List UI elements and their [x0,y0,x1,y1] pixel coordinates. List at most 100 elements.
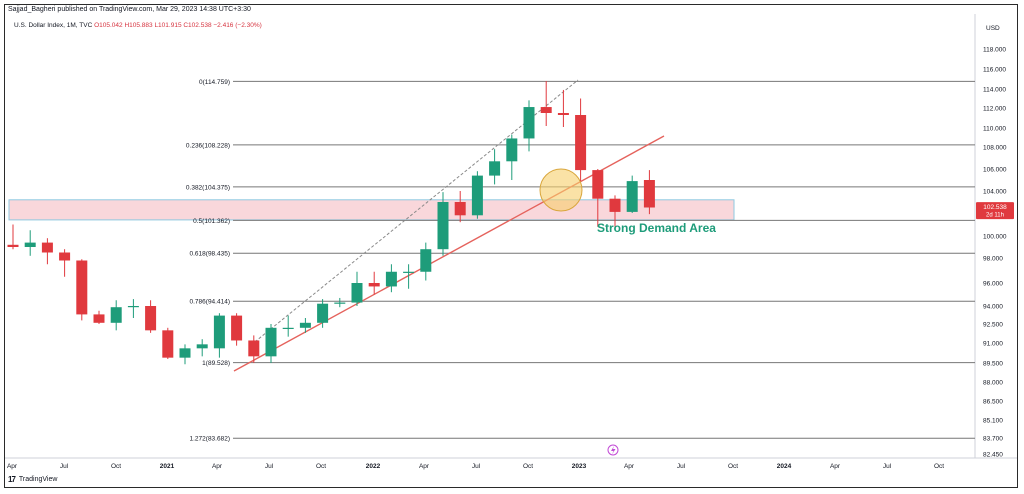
candle-body [93,314,105,323]
x-tick-label: Oct [523,463,533,470]
annotation-label: Strong Demand Area [597,221,716,235]
y-tick-label: 108.000 [983,145,1007,152]
candle-body [196,344,208,349]
candle-body [299,322,311,328]
y-tick-label: 86.500 [983,399,1003,406]
candle-body [385,271,397,287]
x-tick-label: Jul [472,463,481,470]
candle-body [437,202,449,250]
demand-zone [8,199,735,221]
candle-body [523,107,535,139]
symbol-name: U.S. Dollar Index, 1M, TVC [14,22,93,29]
y-tick-label: 112.000 [983,106,1006,113]
fib-level-label: 1.272(83.682) [190,436,230,443]
x-tick-label: Apr [212,463,223,470]
candle-body [575,115,587,171]
fib-level-label: 0.618(98.435) [190,251,230,258]
x-tick-label: Jul [60,463,69,470]
candle-body [471,175,483,216]
y-tick-label: 88.000 [983,380,1003,387]
candle-body [179,348,191,358]
x-tick-label: Oct [934,463,944,470]
fib-level-label: 0.382(104.375) [186,184,230,191]
candle-body [265,327,277,357]
ohlc-readout: O105.042 H105.883 L101.915 C102.538 −2.4… [94,22,262,29]
candle-body [489,161,501,176]
y-tick-label: 92.500 [983,322,1003,329]
candle-body [41,242,53,253]
candle-body [592,170,604,199]
chart-frame [4,4,1018,488]
y-tick-label: 104.000 [983,189,1007,196]
candle-body [454,202,466,216]
fib-level-label: 0.236(108.228) [186,142,230,149]
publish-line: Sajjad_Bagheri published on TradingView.… [8,6,251,13]
candle-body [403,271,415,273]
candle-body [127,306,139,308]
candle-body [76,260,88,315]
candle-body [213,315,225,349]
fib-level-label: 1(89.528) [202,360,230,367]
highlight-circle [539,168,583,212]
tradingview-logo-icon: 17 [8,475,16,484]
y-tick-label: 118.000 [983,47,1006,54]
y-tick-label: 110.000 [983,126,1006,133]
candle-body [282,327,294,329]
fib-level-label: 0.786(94.414) [190,299,230,306]
fib-level-label: 0.5(101.362) [193,218,230,225]
candle-body [609,198,621,212]
y-tick-label: 98.000 [983,256,1003,263]
tradingview-brand: 17 TradingView [8,475,57,484]
candle-body [145,306,157,331]
candle-body [24,242,36,247]
symbol-line: U.S. Dollar Index, 1M, TVC O105.042 H105… [14,22,262,29]
candle-body [162,330,174,358]
candle-body [351,283,363,303]
y-tick-label: 114.000 [983,87,1006,94]
candle-body [231,315,243,341]
y-tick-label: 89.500 [983,361,1003,368]
y-tick-label: 94.000 [983,304,1003,311]
y-tick-label: 83.700 [983,436,1003,443]
candle-body [368,283,380,287]
countdown-label: 2d 11h [986,213,1004,219]
x-tick-label: Apr [419,463,430,470]
current-price-tag [976,202,1014,220]
brand-name: TradingView [18,476,58,483]
y-tick-label: 116.000 [983,67,1006,74]
candle-body [110,307,122,323]
x-tick-label: Jul [677,463,686,470]
candle-body [420,249,432,272]
candle-body [59,252,71,261]
candle-body [248,340,260,357]
x-tick-label: Jul [265,463,274,470]
y-tick-label: 96.000 [983,281,1003,288]
x-tick-label: Apr [624,463,635,470]
x-tick-label: Apr [830,463,841,470]
x-tick-label: 2021 [160,463,175,470]
y-tick-label: 106.000 [983,167,1007,174]
candle-body [643,180,655,208]
candle-body [7,244,19,247]
candle-body [557,113,569,115]
x-tick-label: Jul [883,463,892,470]
x-tick-label: 2024 [777,463,792,470]
candle-body [506,138,518,162]
x-tick-label: Apr [7,463,18,470]
y-tick-label: 100.000 [983,234,1007,241]
candle-body [334,302,346,304]
candle-body [626,181,638,212]
x-tick-label: 2022 [366,463,381,470]
x-tick-label: 2023 [572,463,587,470]
x-tick-label: Oct [316,463,326,470]
fib-level-label: 0(114.759) [199,79,230,86]
candle-body [540,107,552,113]
current-price-label: 102.538 [983,204,1007,211]
y-tick-label: 85.100 [983,418,1003,425]
y-tick-label: 91.000 [983,341,1003,348]
lightning-bolt-glyph [611,446,616,455]
x-tick-label: Oct [728,463,738,470]
x-tick-label: Oct [111,463,121,470]
y-axis-unit-label: USD [986,25,1000,32]
